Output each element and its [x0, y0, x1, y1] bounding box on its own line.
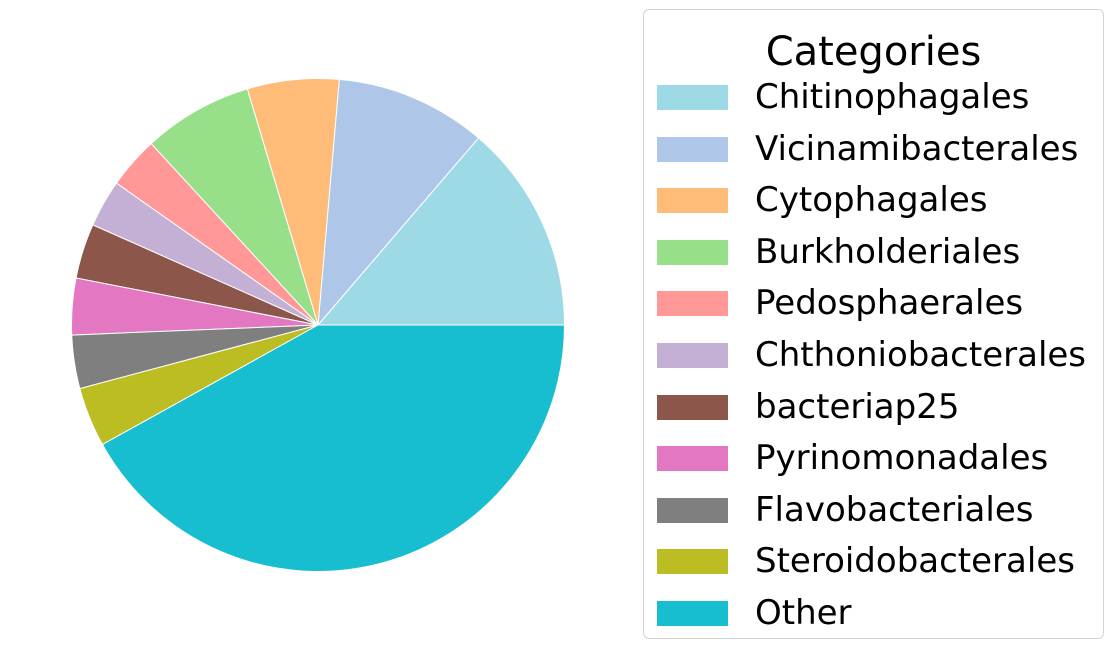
pie-slice-chitinophagales	[317, 137, 565, 326]
legend-label: Flavobacteriales	[755, 489, 1034, 530]
legend-swatch	[657, 497, 728, 523]
legend-label: Vicinamibacterales	[755, 128, 1079, 169]
pie-slice-burkholderiales	[150, 88, 319, 326]
legend-item-other: Other	[644, 593, 1103, 633]
legend-item-vicinamibacterales: Vicinamibacterales	[644, 129, 1103, 169]
legend-swatch	[657, 85, 728, 110]
legend-label: Steroidobacterales	[755, 541, 1075, 582]
legend-item-chitinophagales: Chitinophagales	[644, 77, 1103, 117]
pie-chart	[71, 78, 565, 572]
legend-item-pyrinomonadales: Pyrinomonadales	[644, 438, 1103, 478]
legend-label: bacteriap25	[755, 386, 960, 427]
pie-slice-vicinamibacterales	[317, 78, 480, 326]
pie-slice-other	[101, 324, 565, 572]
legend-swatch	[657, 446, 728, 472]
legend-swatch	[657, 394, 728, 420]
legend-label: Pyrinomonadales	[755, 438, 1049, 479]
legend-label: Pedosphaerales	[755, 283, 1024, 324]
legend-item-chthoniobacterales: Chthoniobacterales	[644, 335, 1103, 375]
legend-label: Chthoniobacterales	[755, 335, 1087, 375]
legend-swatch	[657, 343, 728, 368]
legend-swatch	[657, 188, 728, 214]
legend-item-cytophagales: Cytophagales	[644, 180, 1103, 220]
legend-swatch	[657, 291, 728, 317]
legend-item-flavobacteriales: Flavobacteriales	[644, 490, 1103, 530]
legend-item-burkholderiales: Burkholderiales	[644, 232, 1103, 272]
legend-label: Chitinophagales	[755, 77, 1030, 117]
legend: Categories Chitinophagales Vicinamibacter…	[643, 9, 1104, 639]
legend-item-steroidobacterales: Steroidobacterales	[644, 541, 1103, 581]
legend-item-pedosphaerales: Pedosphaerales	[644, 283, 1103, 323]
pie-slices	[71, 78, 565, 572]
legend-swatch	[657, 239, 728, 265]
legend-label: Cytophagales	[755, 180, 988, 221]
legend-item-bacteriap25: bacteriap25	[644, 387, 1103, 427]
legend-swatch	[657, 549, 728, 575]
legend-swatch	[657, 136, 728, 162]
legend-title: Categories	[765, 29, 982, 75]
legend-label: Other	[755, 593, 852, 633]
legend-swatch	[657, 601, 728, 626]
legend-label: Burkholderiales	[755, 231, 1021, 272]
